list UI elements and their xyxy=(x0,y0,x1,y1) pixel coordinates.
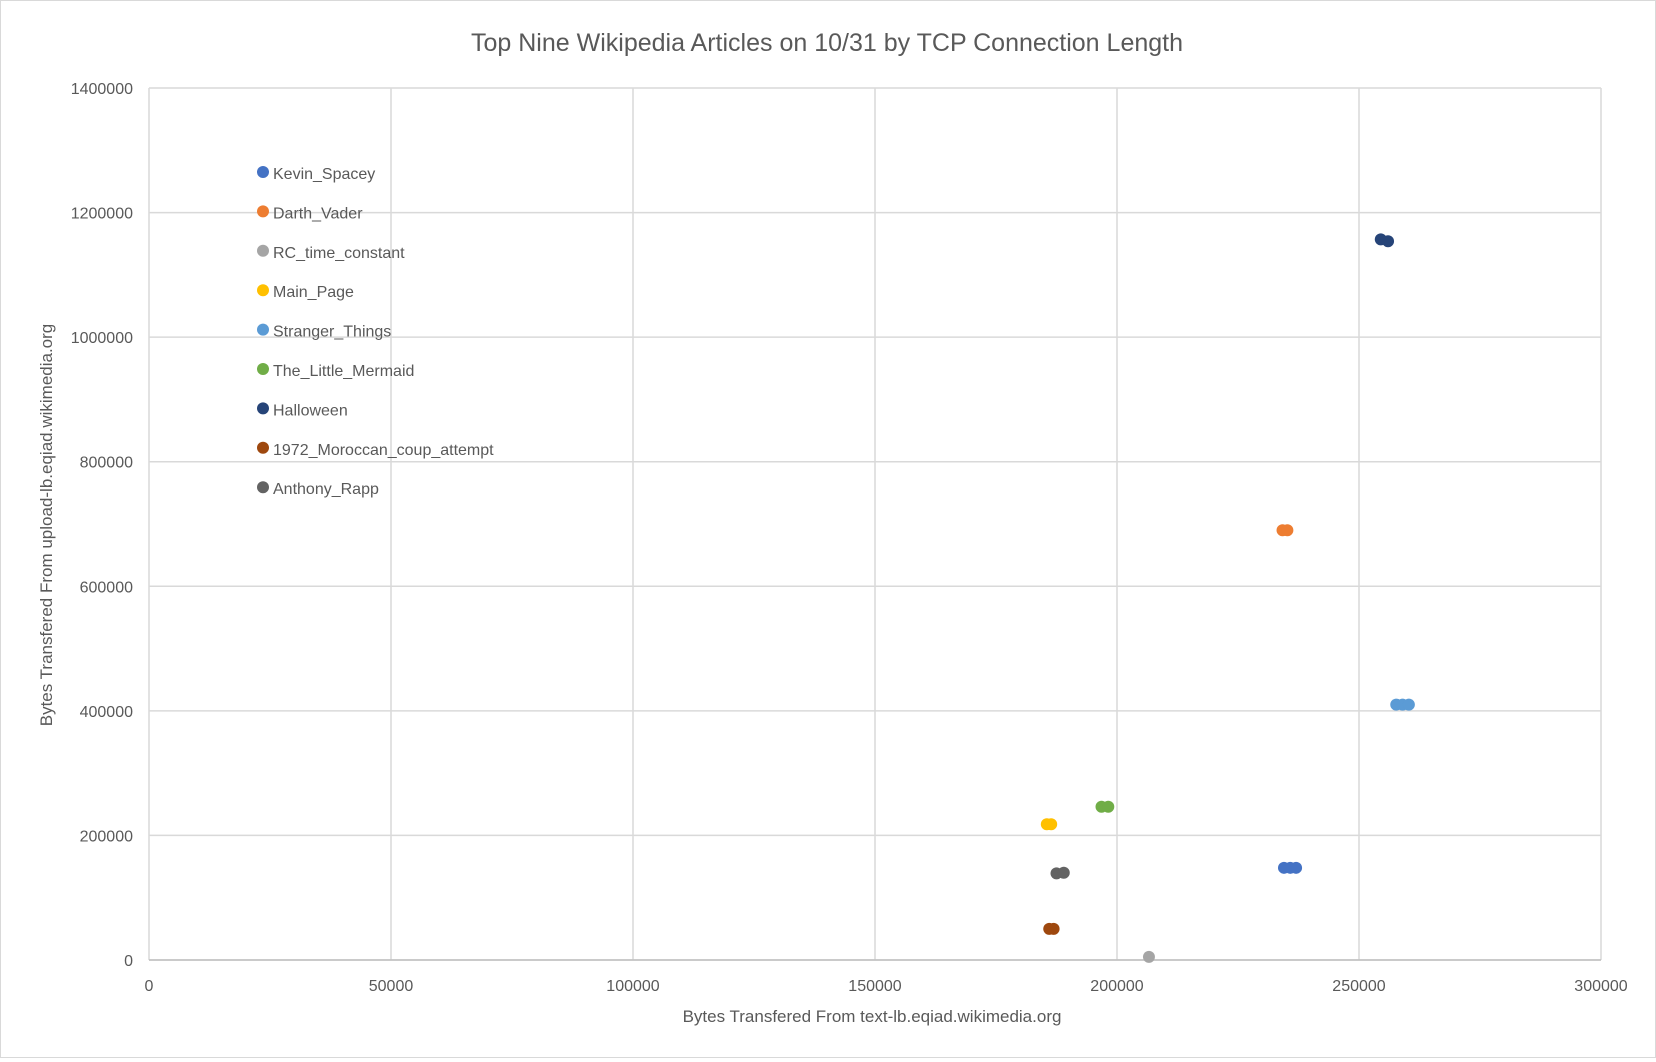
series-Halloween xyxy=(1374,233,1395,248)
legend-marker xyxy=(257,244,269,257)
legend-item[interactable]: Darth_Vader xyxy=(257,205,363,222)
x-tick-label: 250000 xyxy=(1332,978,1385,995)
y-tick-label: 200000 xyxy=(80,828,133,845)
legend-label: RC_time_constant xyxy=(273,245,405,262)
legend-marker xyxy=(257,166,269,178)
x-axis-ticks: 0 50000 100000 150000 200000 250000 300000 xyxy=(145,978,1628,995)
legend-label: Darth_Vader xyxy=(273,205,363,222)
y-tick-label: 1400000 xyxy=(71,81,133,98)
legend-label: Kevin_Spacey xyxy=(273,166,375,183)
data-point xyxy=(1057,866,1070,879)
legend-item[interactable]: The_Little_Mermaid xyxy=(257,363,414,380)
legend-label: Halloween xyxy=(273,402,348,419)
data-points xyxy=(1040,233,1415,963)
x-tick-label: 300000 xyxy=(1574,978,1627,995)
legend-marker xyxy=(257,402,269,415)
series-Anthony_Rapp xyxy=(1050,866,1070,880)
legend-label: Main_Page xyxy=(273,284,354,301)
y-tick-label: 1200000 xyxy=(71,206,133,223)
legend-marker xyxy=(257,363,269,375)
x-tick-label: 50000 xyxy=(369,978,414,995)
series-Kevin_Spacey xyxy=(1277,861,1303,874)
data-point xyxy=(1045,818,1058,831)
y-axis-ticks: 0 200000 400000 600000 800000 1000000 1200000 1… xyxy=(71,81,133,970)
legend-item[interactable]: Main_Page xyxy=(257,284,354,301)
legend[interactable]: Kevin_Spacey Darth_Vader RC_time_constant M… xyxy=(257,166,494,498)
x-axis-label: Bytes Transfered From text-lb.eqiad.wiki… xyxy=(683,1007,1062,1026)
legend-item[interactable]: Stranger_Things xyxy=(257,323,391,341)
legend-item[interactable]: Halloween xyxy=(257,402,348,419)
y-tick-label: 800000 xyxy=(80,455,133,472)
data-point xyxy=(1281,524,1294,537)
legend-marker xyxy=(257,205,269,218)
legend-label: The_Little_Mermaid xyxy=(273,363,414,380)
series-The_Little_Mermaid xyxy=(1095,800,1115,813)
series-Darth_Vader xyxy=(1276,524,1294,537)
series-RC_time_constant xyxy=(1142,950,1155,963)
series-Stranger_Things xyxy=(1390,698,1415,711)
data-point xyxy=(1290,861,1303,874)
y-tick-label: 0 xyxy=(124,953,133,970)
data-point xyxy=(1382,235,1395,248)
legend-item[interactable]: RC_time_constant xyxy=(257,245,405,262)
legend-item[interactable]: Anthony_Rapp xyxy=(257,481,379,498)
series-1972_Moroccan_coup_attempt xyxy=(1043,922,1060,935)
data-point xyxy=(1402,698,1415,711)
legend-marker xyxy=(257,441,269,454)
legend-label: 1972_Moroccan_coup_attempt xyxy=(273,442,494,459)
y-tick-label: 600000 xyxy=(80,579,133,596)
legend-item[interactable]: 1972_Moroccan_coup_attempt xyxy=(257,441,494,459)
y-tick-label: 1000000 xyxy=(71,330,133,347)
data-point xyxy=(1047,922,1060,935)
legend-marker xyxy=(257,481,269,494)
grid xyxy=(148,87,1602,961)
x-tick-label: 0 xyxy=(145,978,154,995)
legend-label: Stranger_Things xyxy=(273,324,391,341)
legend-label: Anthony_Rapp xyxy=(273,481,379,498)
x-tick-label: 200000 xyxy=(1090,978,1143,995)
chart-title: Top Nine Wikipedia Articles on 10/31 by … xyxy=(471,29,1183,57)
series-Main_Page xyxy=(1040,818,1058,831)
x-tick-label: 100000 xyxy=(606,978,659,995)
x-tick-label: 150000 xyxy=(848,978,901,995)
legend-item[interactable]: Kevin_Spacey xyxy=(257,166,375,183)
data-point xyxy=(1102,800,1115,813)
data-point xyxy=(1142,950,1155,963)
legend-marker xyxy=(257,323,269,336)
y-tick-label: 400000 xyxy=(80,704,133,721)
y-axis-label: Bytes Transfered From upload-lb.eqiad.wi… xyxy=(37,324,56,727)
legend-marker xyxy=(257,284,269,297)
